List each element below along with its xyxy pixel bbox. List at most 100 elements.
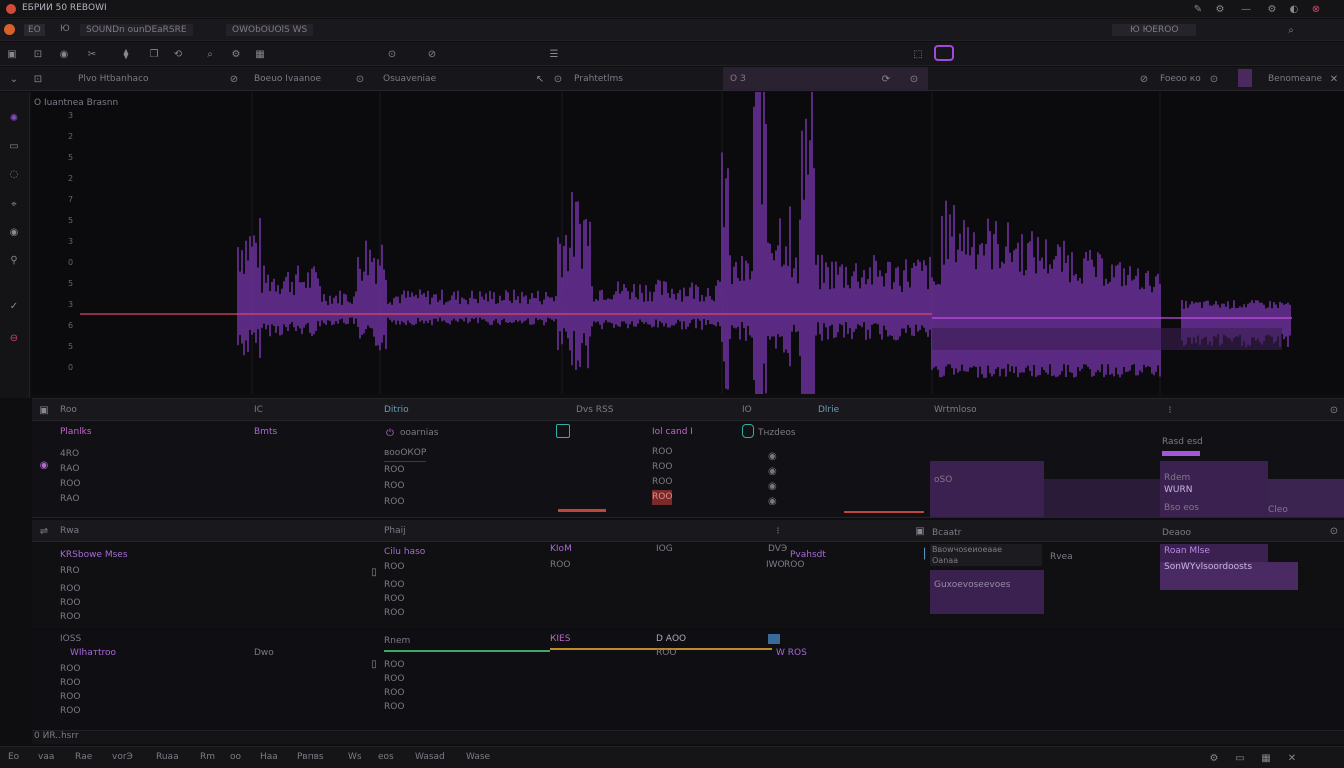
panel2-header-4[interactable]: Dеaоo <box>1162 528 1191 538</box>
panel-close-icon[interactable]: ⊙ <box>1329 404 1339 416</box>
close-panel-icon[interactable]: ✕ <box>1329 73 1339 85</box>
zoom-icon[interactable]: ⌕ <box>207 48 213 60</box>
status-item[interactable]: vorЭ <box>112 752 133 762</box>
knob-icon[interactable]: ◉ <box>9 226 19 238</box>
panel1-header-4[interactable]: Dvs RSS <box>576 405 614 415</box>
header-col-2[interactable]: Boeuo Ivaanoe <box>254 74 322 84</box>
plugin-button-icon[interactable] <box>934 45 954 61</box>
header-col-5[interactable]: О З <box>730 74 746 84</box>
panel2-row1-e[interactable]: Рvаhsdt <box>790 550 826 560</box>
mixer-icon[interactable]: ☰ <box>549 48 559 60</box>
status-item[interactable]: Еo <box>8 752 20 762</box>
panel3-col-f[interactable]: W ROS <box>776 648 807 658</box>
grid-icon[interactable]: ▦ <box>1261 752 1271 764</box>
expand-icon[interactable]: ⌄ <box>9 73 19 85</box>
lasso-icon[interactable]: ◌ <box>9 168 19 180</box>
panel2-menu-icon[interactable]: ⁝ <box>776 525 780 537</box>
panel3-col-e[interactable]: D AОО <box>656 634 687 644</box>
brush-icon[interactable]: ✺ <box>9 112 19 124</box>
teal-indicator-2[interactable] <box>742 424 754 438</box>
layers-icon[interactable]: ▭ <box>9 140 19 152</box>
region-block-1[interactable] <box>930 461 1044 517</box>
record-arm-icon[interactable]: ⊖ <box>9 332 19 344</box>
panel3-col-c[interactable]: Rnem <box>384 636 411 646</box>
region-block-2[interactable] <box>1044 479 1164 517</box>
settings-icon[interactable]: ⚙ <box>1209 752 1219 764</box>
panel2-row2-e[interactable]: ROO <box>784 560 805 570</box>
status-item[interactable]: Rаe <box>75 752 93 762</box>
panel1-right-2[interactable]: Rdеm <box>1164 473 1191 483</box>
header-col-3[interactable]: Osuaveniae <box>383 74 437 84</box>
copy-icon[interactable]: ❐ <box>149 48 159 60</box>
dot-icon[interactable]: ◉ <box>768 451 777 462</box>
panel2-header-2[interactable]: Рhаij <box>384 526 406 536</box>
accent-swatch[interactable] <box>1238 69 1252 87</box>
snap-icon[interactable]: ⊙ <box>387 48 397 60</box>
panel2-row2-a[interactable]: RОО <box>384 562 405 572</box>
panel3-col-d[interactable]: КIЕS <box>550 634 571 644</box>
panel1-right-3[interactable]: оSO <box>934 475 953 485</box>
pin-icon[interactable]: ⌖ <box>11 198 17 210</box>
panel1-header-1[interactable]: Roo <box>60 405 77 415</box>
status-item[interactable]: оo <box>230 752 242 762</box>
header-menu-icon-6[interactable]: ⊙ <box>1209 73 1219 85</box>
panel3-label[interactable]: IОSS <box>60 634 82 644</box>
panel3-col-b[interactable]: Dwo <box>254 648 274 658</box>
plugin-icon[interactable]: ⚲ <box>10 254 18 266</box>
panel2-row1-d[interactable]: DVЭ <box>768 544 788 554</box>
teal-indicator[interactable] <box>556 424 570 438</box>
cursor-icon[interactable]: ↖ <box>535 73 545 85</box>
blue-marker-icon[interactable] <box>768 634 780 644</box>
panel2-row2-d[interactable]: IWO <box>766 560 785 570</box>
pen-icon[interactable]: ✎ <box>1193 3 1203 15</box>
waveform-canvas[interactable]: 3 2 5 2 7 5 3 0 5 3 6 5 0 <box>32 25 1344 426</box>
status-item[interactable]: Рвпвs <box>297 752 324 762</box>
panel1-right-5[interactable]: Bso eos <box>1164 503 1199 513</box>
folder-icon[interactable]: ▣ <box>7 48 17 60</box>
route-block-4[interactable] <box>1160 562 1298 590</box>
save-icon[interactable]: ⊡ <box>33 48 43 60</box>
region-block-4[interactable] <box>1268 479 1344 517</box>
fader-icon-2[interactable]: ▯ <box>371 658 377 670</box>
lock-icon[interactable]: ⊡ <box>33 73 43 85</box>
selection-header[interactable] <box>723 67 928 91</box>
status-item[interactable]: Wasad <box>415 752 445 762</box>
panel2-row2-b[interactable]: RОО <box>550 560 571 570</box>
automation-line-orange[interactable] <box>550 648 772 650</box>
panel2-right-6[interactable]: SonWYvlsoordoosts <box>1164 562 1253 572</box>
panel2-right-3[interactable]: Guxoevoseevoes <box>934 580 1011 590</box>
panel2-header-3[interactable]: Вcaatr <box>932 528 962 538</box>
menu-item-4[interactable]: ОWОbОUOlS WS <box>226 24 314 36</box>
routing-icon[interactable]: ⇌ <box>39 525 49 537</box>
panel1-right-1[interactable]: Rasd esd <box>1162 437 1203 447</box>
dot-icon[interactable]: ◉ <box>768 481 777 492</box>
route-block-1[interactable] <box>930 544 1042 566</box>
status-item[interactable]: vaa <box>38 752 55 762</box>
refresh-icon[interactable]: ⟳ <box>881 73 891 85</box>
panel2-side-icon[interactable]: ▏ <box>924 548 932 560</box>
menu-right-label[interactable]: Ю ЮЕROO <box>1112 24 1197 36</box>
panel1-header-3[interactable]: Ditrio <box>384 405 409 415</box>
panel2-menu-icon-2[interactable]: ▣ <box>915 525 925 537</box>
close-icon[interactable]: ✕ <box>1287 752 1297 764</box>
status-item[interactable]: Haa <box>260 752 278 762</box>
power-icon[interactable]: ⏻ <box>386 427 394 439</box>
panel2-close-icon[interactable]: ⊙ <box>1329 525 1339 537</box>
status-item[interactable]: Rm <box>200 752 216 762</box>
header-menu-icon-2[interactable]: ⊙ <box>355 73 365 85</box>
waveform-editor[interactable]: 3 2 5 2 7 5 3 0 5 3 6 5 0 О Iuantnea Brasnn <box>32 25 1344 426</box>
route-block-2[interactable] <box>930 570 1044 614</box>
maximize-icon[interactable]: ◐ <box>1289 3 1299 15</box>
panel1-header-2[interactable]: IС <box>254 405 263 415</box>
panel1-col-c[interactable]: ооarnias <box>400 428 439 438</box>
status-item[interactable]: Ws <box>348 752 362 762</box>
panel2-row1-a[interactable]: Cilu hаso <box>384 547 426 557</box>
menu-item-1[interactable]: ЕО <box>24 24 45 36</box>
panel1-header-7[interactable]: Wrtmlоso <box>934 405 977 415</box>
dot-icon[interactable]: ◉ <box>768 496 777 507</box>
header-menu-icon[interactable]: ⊘ <box>229 73 239 85</box>
panel-settings-icon[interactable]: ⁝ <box>1168 404 1172 416</box>
settings-icon[interactable]: ⚙ <box>231 48 241 60</box>
status-item[interactable]: eos <box>378 752 394 762</box>
route-block-3[interactable] <box>1160 544 1268 562</box>
